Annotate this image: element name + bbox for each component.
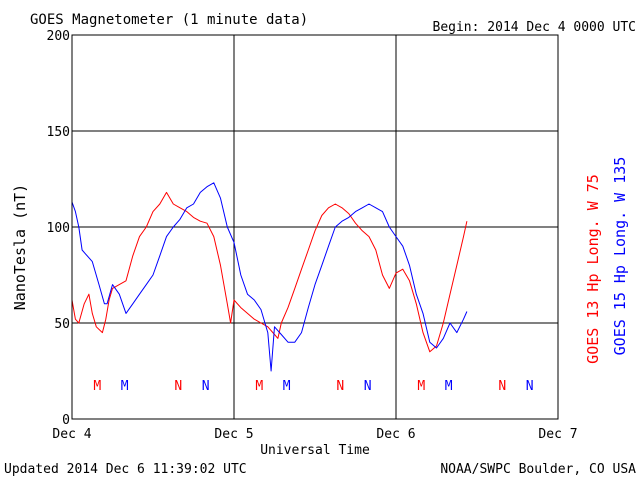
midnight-marker: M — [417, 379, 425, 394]
noon-marker: N — [202, 379, 210, 394]
noon-marker: N — [174, 379, 182, 394]
x-tick-label: Dec 5 — [214, 427, 253, 442]
x-tick-labels: Dec 4 Dec 5 Dec 6 Dec 7 — [52, 427, 577, 442]
noon-marker: N — [336, 379, 344, 394]
x-tick-label: Dec 7 — [538, 427, 577, 442]
midnight-marker: M — [283, 379, 291, 394]
midnight-marker: M — [121, 379, 129, 394]
grid-lines — [71, 34, 559, 420]
noon-marker: N — [364, 379, 372, 394]
legend-series-goes13: GOES 13 Hp Long. W 75 — [584, 174, 602, 364]
series-lines — [71, 182, 468, 372]
plot-frame — [71, 34, 559, 420]
footer-updated: Updated 2014 Dec 6 11:39:02 UTC — [4, 462, 247, 477]
y-tick-label: 50 — [54, 317, 70, 332]
midnight-marker: M — [93, 379, 101, 394]
x-axis-label: Universal Time — [260, 443, 370, 458]
midnight-marker: M — [255, 379, 263, 394]
legend-series-goes15: GOES 15 Hp Long. W 135 — [611, 157, 629, 356]
y-tick-label: 100 — [47, 221, 70, 236]
y-tick-labels: 0 50 100 150 200 — [47, 29, 70, 428]
series-goes13-line — [71, 191, 468, 353]
series-goes15-line — [71, 182, 468, 372]
noon-marker: N — [498, 379, 506, 394]
midnight-marker: M — [445, 379, 453, 394]
x-tick-label: Dec 6 — [376, 427, 415, 442]
y-axis-label: NanoTesla (nT) — [11, 184, 29, 310]
begin-label: Begin: 2014 Dec 4 0000 UTC — [433, 20, 637, 35]
noon-marker: N — [526, 379, 534, 394]
y-tick-label: 200 — [47, 29, 70, 44]
y-tick-label: 0 — [62, 413, 70, 428]
chart-title: GOES Magnetometer (1 minute data) — [30, 12, 308, 28]
footer-credit: NOAA/SWPC Boulder, CO USA — [440, 462, 636, 477]
x-tick-label: Dec 4 — [52, 427, 91, 442]
y-tick-label: 150 — [47, 125, 70, 140]
